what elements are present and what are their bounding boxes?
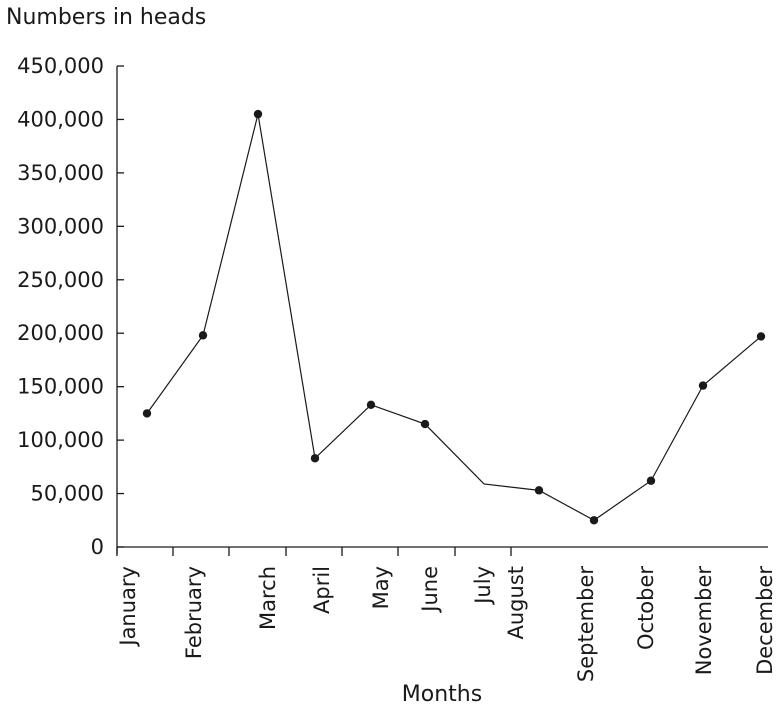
data-point bbox=[589, 516, 599, 525]
data-point bbox=[366, 400, 376, 410]
y-tick-label: 250,000 bbox=[17, 268, 104, 292]
y-axis-title: Numbers in heads bbox=[6, 5, 206, 30]
y-tick-label: 100,000 bbox=[17, 428, 104, 452]
x-tick-label: December bbox=[753, 566, 777, 675]
y-tick-label: 150,000 bbox=[17, 375, 104, 399]
x-tick-label: March bbox=[256, 566, 280, 630]
x-tick-label: November bbox=[692, 566, 716, 676]
data-point bbox=[646, 476, 656, 485]
y-tick-label: 400,000 bbox=[17, 107, 104, 131]
x-tick-label: February bbox=[182, 566, 206, 659]
y-tick-label: 300,000 bbox=[17, 214, 104, 238]
y-tick-label: 0 bbox=[91, 535, 104, 559]
x-tick-label: August bbox=[504, 566, 528, 640]
data-point bbox=[420, 419, 430, 429]
x-tick-label: September bbox=[574, 566, 598, 682]
y-axis-ticks: 0 50,000 100,000 150,000 200,000 250,000 300,0… bbox=[17, 54, 124, 559]
y-tick-label: 450,000 bbox=[17, 54, 104, 78]
x-tick-label: May bbox=[369, 566, 393, 609]
y-tick-label: 200,000 bbox=[17, 321, 104, 345]
x-axis-title: Months bbox=[402, 682, 482, 707]
x-tick-label: October bbox=[634, 566, 658, 650]
data-point bbox=[756, 332, 766, 341]
data-point bbox=[698, 381, 708, 390]
x-tick-label: July bbox=[471, 566, 495, 606]
x-tick-label: January bbox=[116, 566, 140, 648]
data-point bbox=[142, 409, 152, 418]
data-point bbox=[198, 331, 208, 340]
axes bbox=[116, 66, 768, 554]
y-tick-label: 50,000 bbox=[31, 482, 104, 506]
x-tick-label: June bbox=[418, 566, 442, 614]
plot-area bbox=[142, 109, 766, 525]
data-point bbox=[534, 486, 544, 495]
x-axis-ticks: January February March April May June July Augu… bbox=[116, 547, 777, 682]
data-point bbox=[310, 454, 320, 463]
data-point bbox=[253, 109, 263, 119]
series-line bbox=[146, 113, 762, 521]
y-tick-label: 350,000 bbox=[17, 161, 104, 185]
x-tick-label: April bbox=[310, 566, 334, 614]
